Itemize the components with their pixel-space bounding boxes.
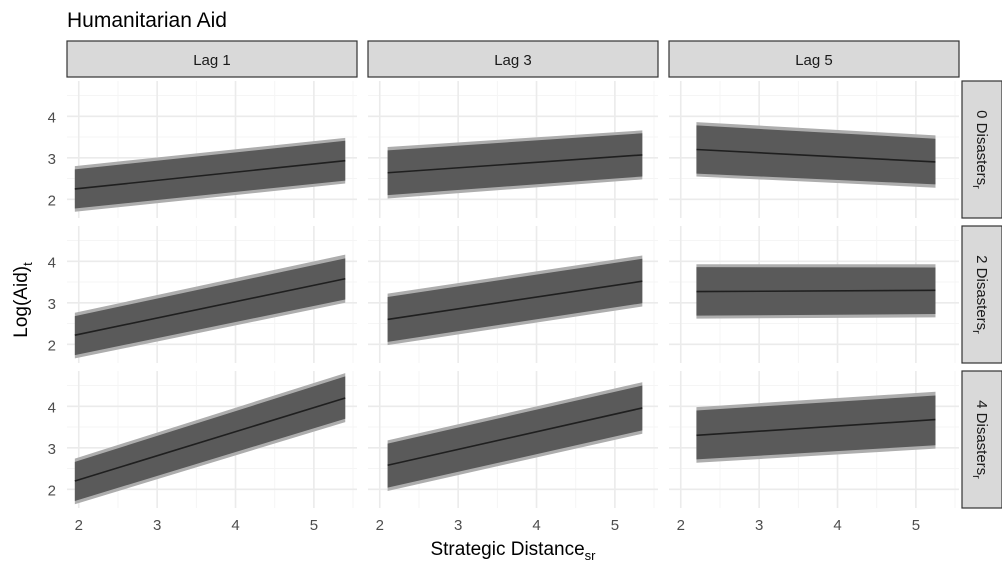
y-tick-label: 2 [48, 337, 56, 354]
fitted-line [387, 154, 643, 174]
column-strip-label: Lag 1 [193, 52, 231, 69]
x-tick-label: 3 [153, 517, 161, 534]
column-strip-label: Lag 5 [795, 52, 833, 69]
axis-ticks: 2 3 4 2 3 4 2 3 4 2 3 4 5 2 3 4 5 2 3 4 5 [48, 109, 920, 534]
row-strip [961, 225, 1002, 364]
x-tick-label: 4 [532, 517, 540, 534]
x-tick-label: 3 [755, 517, 763, 534]
fitted-line [696, 289, 936, 293]
y-axis-label: Log(Aid)t [11, 262, 35, 338]
confidence-band-inner [696, 125, 936, 185]
y-tick-label: 3 [48, 296, 56, 313]
panel [669, 226, 959, 363]
row-strip-label: 4 Disastersr [970, 400, 990, 479]
fitted-line [696, 418, 936, 437]
x-axis-label: Strategic Distancesr [430, 539, 596, 563]
panel [67, 81, 357, 218]
row-strip-label-subscript: r [970, 330, 982, 334]
row-strip-label-subscript: r [970, 475, 982, 479]
row-strip-label-main: 2 Disasters [973, 255, 990, 330]
y-tick-label: 4 [48, 109, 56, 126]
x-axis-label-subscript: sr [585, 548, 597, 563]
row-strip-label-subscript: r [970, 185, 982, 189]
x-axis-label-main: Strategic Distance [430, 539, 584, 560]
column-strip [668, 40, 960, 78]
row-strip-label-main: 0 Disasters [973, 110, 990, 185]
panel [368, 81, 658, 218]
x-tick-label: 5 [912, 517, 920, 534]
panel [67, 371, 357, 508]
fitted-line [74, 397, 346, 482]
column-strip [367, 40, 659, 78]
y-tick-label: 2 [48, 482, 56, 499]
x-tick-label: 3 [454, 517, 462, 534]
panel [669, 371, 959, 508]
panel [669, 81, 959, 218]
panel [368, 371, 658, 508]
x-tick-label: 2 [677, 517, 685, 534]
y-tick-label: 2 [48, 192, 56, 209]
y-tick-label: 4 [48, 399, 56, 416]
fitted-line [74, 277, 346, 336]
x-tick-label: 4 [833, 517, 841, 534]
chart-title: Humanitarian Aid [67, 9, 227, 32]
panels [67, 81, 959, 508]
row-strip [961, 80, 1002, 219]
y-axis-label-subscript: t [20, 262, 35, 266]
fitted-line [74, 159, 346, 190]
panel [67, 226, 357, 363]
y-tick-label: 3 [48, 151, 56, 168]
x-tick-label: 2 [376, 517, 384, 534]
row-strip-label: 0 Disastersr [970, 110, 990, 189]
y-tick-label: 4 [48, 254, 56, 271]
row-strip-label: 2 Disastersr [970, 255, 990, 334]
y-axis-label-main: Log(Aid) [11, 266, 32, 338]
y-tick-label: 3 [48, 441, 56, 458]
fitted-line [696, 148, 936, 163]
x-tick-label: 5 [611, 517, 619, 534]
column-strips: Lag 1 Lag 3 Lag 5 [66, 40, 960, 78]
row-strip [961, 370, 1002, 509]
column-strip [66, 40, 358, 78]
row-strip-label-main: 4 Disasters [973, 400, 990, 475]
fitted-line [387, 407, 643, 467]
panel [368, 226, 658, 363]
fitted-line [387, 280, 643, 321]
x-tick-label: 2 [75, 517, 83, 534]
column-strip-label: Lag 3 [494, 52, 532, 69]
x-tick-label: 4 [231, 517, 239, 534]
x-tick-label: 5 [310, 517, 318, 534]
